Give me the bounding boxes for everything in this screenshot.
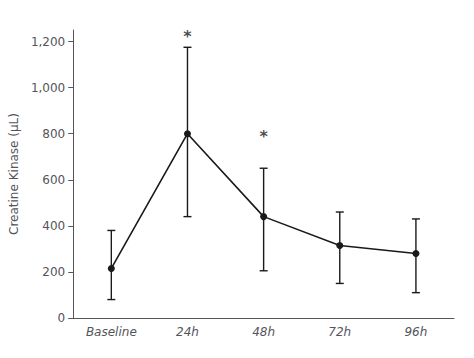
svg-text:800: 800	[42, 127, 65, 141]
svg-text:1,000: 1,000	[31, 81, 65, 95]
svg-text:*: *	[259, 127, 268, 146]
svg-text:96h: 96h	[404, 325, 427, 339]
svg-text:Baseline: Baseline	[86, 325, 137, 339]
svg-text:*: *	[183, 27, 192, 46]
svg-text:400: 400	[42, 219, 65, 233]
svg-text:72h: 72h	[328, 325, 351, 339]
svg-text:24h: 24h	[176, 325, 199, 339]
svg-text:0: 0	[58, 311, 66, 325]
svg-text:Creatine Kinase (μL): Creatine Kinase (μL)	[7, 113, 21, 235]
svg-text:1,200: 1,200	[31, 35, 65, 49]
svg-text:200: 200	[42, 265, 65, 279]
svg-text:48h: 48h	[252, 325, 275, 339]
svg-text:600: 600	[42, 173, 65, 187]
